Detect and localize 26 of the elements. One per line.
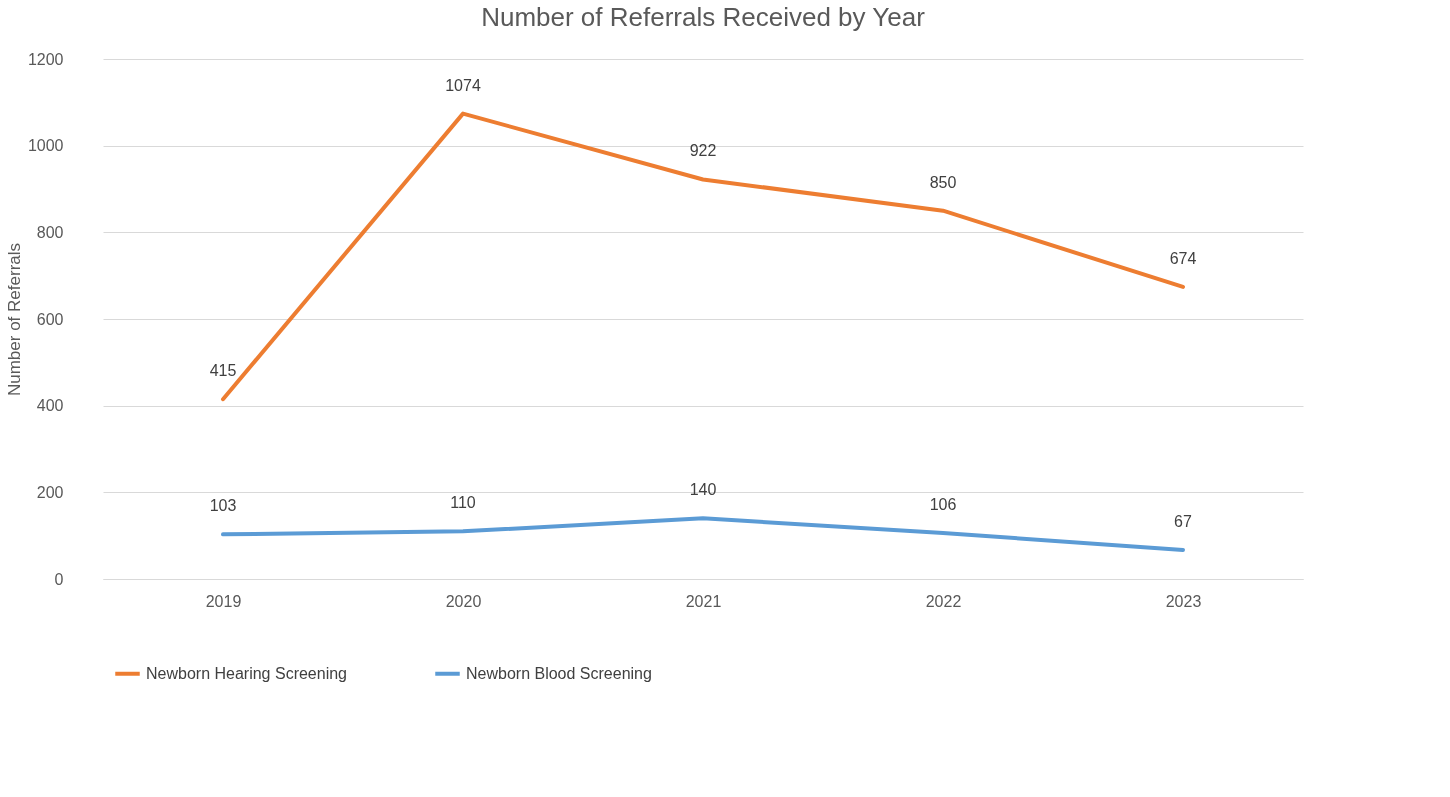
data-label: 140 [689, 481, 717, 499]
data-label: 106 [929, 496, 957, 514]
y-axis-title: Number of Referrals [4, 242, 24, 397]
y-tick-label: 600 [36, 310, 64, 328]
y-tick-label: 0 [54, 570, 64, 588]
y-tick-label: 400 [36, 397, 64, 415]
data-label: 922 [689, 142, 717, 160]
x-tick-label: 2019 [205, 592, 242, 610]
data-label: 850 [929, 173, 957, 191]
y-tick-label: 1000 [27, 137, 64, 155]
x-tick-label: 2020 [445, 592, 482, 610]
y-tick-label: 800 [36, 223, 64, 241]
data-label: 103 [209, 497, 237, 515]
data-label: 415 [209, 362, 237, 380]
y-tick-label: 1200 [27, 50, 64, 68]
data-label: 674 [1169, 249, 1197, 267]
chart-title: Number of Referrals Received by Year [481, 2, 926, 32]
data-label: 67 [1174, 512, 1192, 530]
data-label: 110 [450, 494, 476, 512]
x-tick-label: 2022 [925, 592, 962, 610]
x-tick-label: 2021 [685, 592, 722, 610]
y-tick-label: 200 [36, 483, 64, 501]
data-label: 1074 [445, 76, 481, 94]
legend-label: Newborn Hearing Screening [146, 664, 347, 682]
legend-label: Newborn Blood Screening [466, 664, 652, 682]
x-tick-label: 2023 [1165, 592, 1202, 610]
